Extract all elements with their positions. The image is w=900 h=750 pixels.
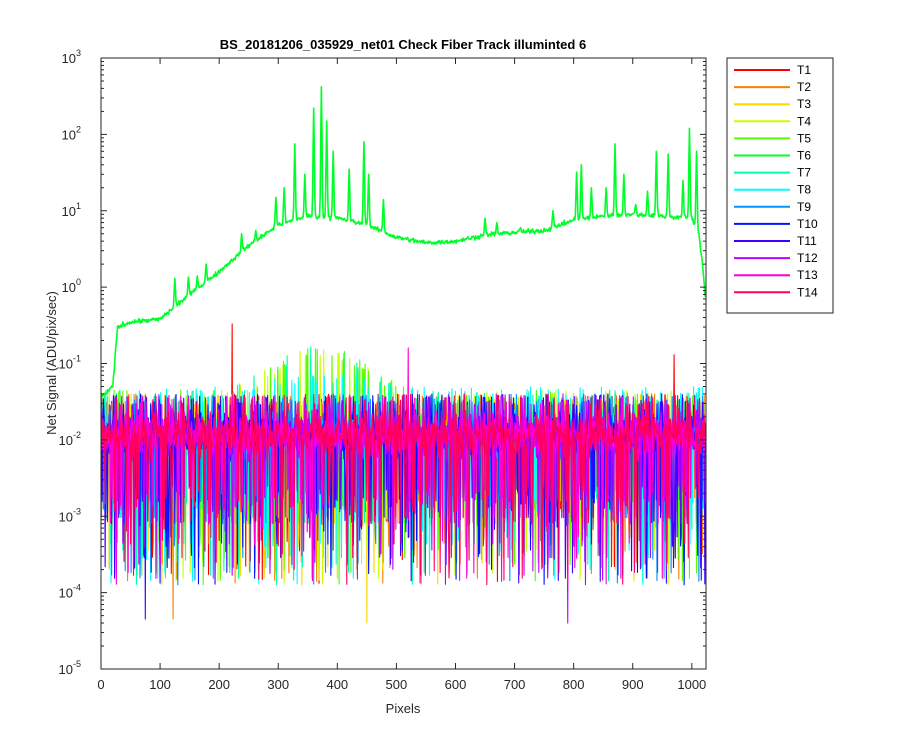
legend-label-t7: T7 [797,166,811,180]
y-axis: 10-5 10-4 10-3 10-2 10-1 100 101 102 103 [59,48,706,677]
legend-label-t2: T2 [797,80,811,94]
y-tick-label: 10-2 [59,430,81,448]
legend-label-t10: T10 [797,217,818,231]
x-tick-label: 800 [563,677,585,692]
legend-label-t6: T6 [797,149,811,163]
y-tick-label: 100 [62,277,81,295]
legend-label-t5: T5 [797,131,811,145]
series-line-t6 [101,85,706,399]
legend-label-t8: T8 [797,183,811,197]
legend-label-t14: T14 [797,285,818,299]
y-axis-label: Net Signal (ADU/pix/sec) [44,291,59,435]
legend-box [726,57,834,314]
legend-label-t3: T3 [797,97,811,111]
legend-label-t1: T1 [797,63,811,77]
legend-label-t11: T11 [797,234,817,248]
x-tick-label: 500 [386,677,408,692]
y-tick-label: 10-3 [59,506,81,524]
x-axis-label: Pixels [386,701,421,716]
x-tick-label: 200 [208,677,230,692]
y-tick-label: 10-5 [59,659,81,677]
x-tick-label: 100 [149,677,171,692]
x-tick-label: 1000 [677,677,706,692]
legend-label-t9: T9 [797,200,811,214]
x-tick-label: 600 [445,677,467,692]
legend-label-t4: T4 [797,114,811,128]
chart-title: BS_20181206_035929_net01 Check Fiber Tra… [220,37,586,52]
legend-label-t12: T12 [797,251,818,265]
x-tick-label: 700 [504,677,526,692]
legend-label-t13: T13 [797,268,818,282]
y-tick-label: 10-4 [59,583,81,601]
series-line-t14 [101,393,706,586]
y-tick-label: 10-1 [59,354,81,372]
y-tick-label: 103 [62,48,81,66]
x-tick-label: 400 [326,677,348,692]
series-layer [101,85,706,624]
x-tick-label: 300 [267,677,289,692]
y-tick-label: 101 [62,201,81,219]
x-tick-label: 900 [622,677,644,692]
legend: T1 T2 T3 T4 T5 T6 T7 T8 T9 T10 T11 T12 T13 T14 [726,57,834,314]
x-tick-label: 0 [97,677,104,692]
plot-area [101,58,706,669]
y-tick-label: 102 [62,124,81,142]
